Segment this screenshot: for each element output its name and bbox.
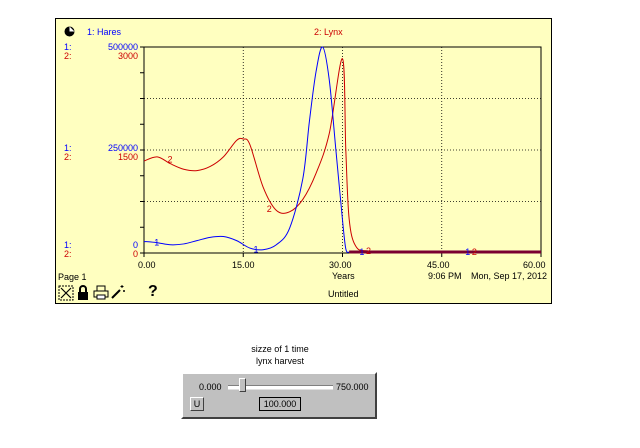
- series-hares-marker: 1: [154, 238, 159, 248]
- x-tick-label: 45.00: [427, 260, 450, 270]
- slider-min-label: 0.000: [199, 382, 222, 392]
- document-title: Untitled: [328, 289, 359, 299]
- series-lynx-marker: 2: [167, 155, 172, 165]
- legend-series1: 1: Hares: [87, 27, 121, 37]
- x-tick-label: 60.00: [523, 260, 546, 270]
- axis-mid-index2: 2:: [64, 152, 72, 162]
- slider-value-field[interactable]: 100.000: [259, 397, 301, 411]
- series-lynx-marker: 2: [366, 246, 371, 256]
- series-hares-marker: 1: [253, 244, 258, 254]
- slider-thumb[interactable]: [239, 378, 246, 392]
- series-lynx-marker: 2: [267, 204, 272, 214]
- axis-top-index2: 2:: [64, 51, 72, 61]
- print-icon[interactable]: [93, 285, 109, 300]
- legend-series2: 2: Lynx: [314, 27, 343, 37]
- axis-bottom-value2: 0: [76, 249, 138, 259]
- undo-button[interactable]: U: [190, 397, 204, 411]
- x-tick-label: 15.00: [232, 260, 255, 270]
- series-hares-marker: 1: [359, 247, 364, 257]
- series-hares-marker: 1: [465, 247, 470, 257]
- axis-top-value2: 3000: [76, 51, 138, 61]
- axis-bottom-index2: 2:: [64, 249, 72, 259]
- x-tick-label: 0.00: [138, 260, 156, 270]
- x-tick-label: 30.00: [329, 260, 352, 270]
- x-axis-label: Years: [332, 271, 355, 281]
- slider-control: 0.000 750.000 U 100.000: [181, 372, 377, 419]
- lock-icon[interactable]: [77, 284, 89, 301]
- magic-wand-icon[interactable]: [110, 284, 126, 300]
- graph-pad-icon[interactable]: [64, 26, 75, 37]
- timestamp-time: 9:06 PM: [428, 271, 462, 281]
- page-label: Page 1: [58, 272, 87, 282]
- series-lynx-marker: 2: [472, 247, 477, 257]
- scale-lock-icon[interactable]: [58, 285, 74, 301]
- timestamp-date: Mon, Sep 17, 2012: [471, 271, 547, 281]
- help-icon[interactable]: ?: [148, 283, 158, 301]
- slider-caption-line1: sizze of 1 time: [180, 344, 380, 354]
- slider-caption-line2: lynx harvest: [180, 356, 380, 366]
- slider-max-label: 750.000: [336, 382, 369, 392]
- axis-mid-value2: 1500: [76, 152, 138, 162]
